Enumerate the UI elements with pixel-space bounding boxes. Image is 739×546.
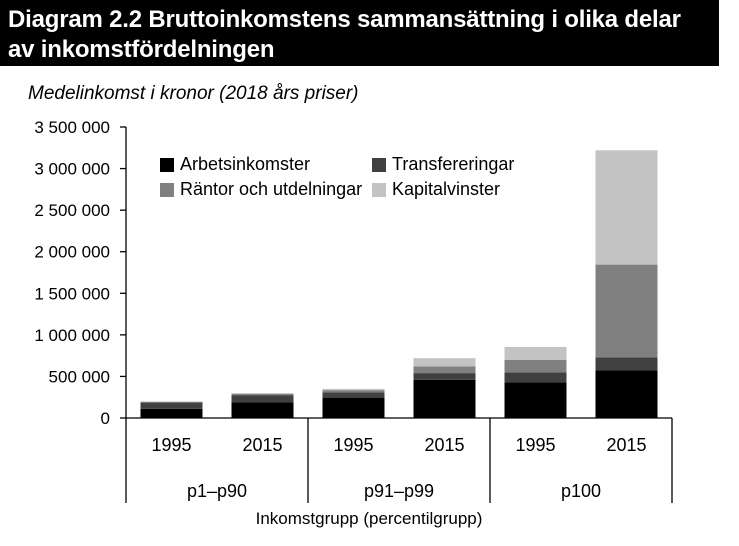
bar-segment: [231, 395, 294, 403]
bar-segment: [322, 397, 385, 418]
bar-segment: [504, 359, 567, 373]
legend-label: Räntor och utdelningar: [180, 179, 362, 199]
legend-swatch: [372, 183, 386, 197]
bar-segment: [231, 402, 294, 418]
bar-segment: [231, 393, 294, 396]
chart-title-line-1: Diagram 2.2 Bruttoinkomstens sammansättn…: [8, 6, 681, 33]
y-tick-label: 500 000: [49, 367, 110, 386]
group-label: p100: [561, 481, 601, 501]
x-tick-label: 1995: [333, 435, 373, 455]
bar-segment: [231, 393, 294, 394]
y-tick-label: 2 000 000: [34, 243, 110, 262]
bar-segment: [413, 358, 476, 367]
bar-segment: [322, 390, 385, 393]
group-label: p1–p90: [187, 481, 247, 501]
legend-label: Kapitalvinster: [392, 179, 500, 199]
legend-swatch: [372, 158, 386, 172]
y-tick-label: 0: [101, 409, 110, 428]
bar-segment: [595, 264, 658, 358]
bar-segment: [595, 370, 658, 418]
bar-segment: [504, 346, 567, 360]
legend-label: Arbetsinkomster: [180, 154, 310, 174]
bar-segment: [140, 401, 203, 403]
bar-segment: [504, 382, 567, 418]
y-tick-label: 1 000 000: [34, 326, 110, 345]
x-tick-label: 2015: [606, 435, 646, 455]
bar-segment: [595, 357, 658, 371]
bar-segment: [322, 388, 385, 391]
bar-segment: [413, 366, 476, 374]
y-tick-label: 2 500 000: [34, 201, 110, 220]
y-tick-label: 3 500 000: [34, 118, 110, 137]
title-bar: Diagram 2.2 Bruttoinkomstens sammansättn…: [0, 0, 719, 66]
y-tick-label: 3 000 000: [34, 160, 110, 179]
bar-segment: [140, 408, 203, 418]
chart-subtitle: Medelinkomst i kronor (2018 års priser): [28, 83, 359, 104]
chart-title-line-2: av inkomstfördelningen: [8, 36, 275, 63]
bar-segment: [322, 392, 385, 398]
x-axis-title: Inkomstgrupp (percentilgrupp): [256, 509, 483, 528]
legend-swatch: [160, 158, 174, 172]
bar-segment: [413, 379, 476, 418]
bar-segment: [413, 373, 476, 380]
x-tick-label: 1995: [151, 435, 191, 455]
bar-segment: [504, 372, 567, 383]
group-label: p91–p99: [364, 481, 434, 501]
x-tick-label: 2015: [424, 435, 464, 455]
x-tick-label: 2015: [242, 435, 282, 455]
bar-segment: [140, 402, 203, 409]
legend-label: Transfereringar: [392, 154, 514, 174]
y-tick-label: 1 500 000: [34, 284, 110, 303]
bar-segment: [595, 150, 658, 265]
x-tick-label: 1995: [515, 435, 555, 455]
legend-swatch: [160, 183, 174, 197]
